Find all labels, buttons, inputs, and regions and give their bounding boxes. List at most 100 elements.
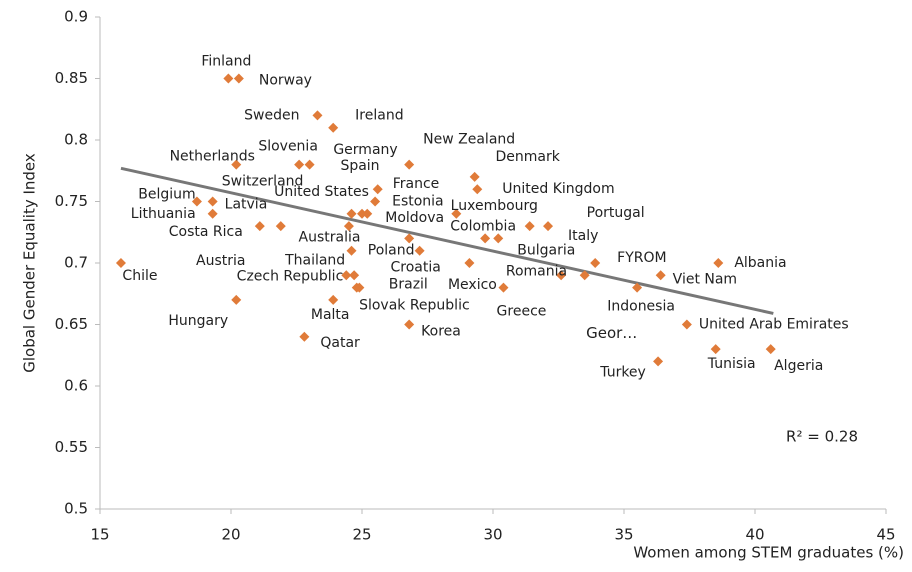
point-label: Spain [340,158,379,174]
point-label: United Kingdom [502,181,614,197]
point-label: Chile [122,268,157,284]
point [469,171,480,182]
point-label: United Arab Emirates [699,317,849,333]
point [543,221,554,232]
y-tick-label: 0.8 [64,131,88,149]
point [207,196,218,207]
point [451,208,462,219]
point [681,319,692,330]
point [414,245,425,256]
point-label: Greece [497,304,547,320]
point-label: Finland [201,54,251,70]
point-label: Algeria [774,358,823,374]
point [346,208,357,219]
point-label: Bulgaria [517,242,575,258]
x-tick-label: 40 [745,526,764,544]
point [710,344,721,355]
y-tick-label: 0.55 [55,438,88,456]
point [328,122,339,133]
x-axis-label: Women among STEM graduates (%) [633,544,904,562]
point-label: United States [274,184,369,200]
point-label: Croatia [390,260,440,276]
x-tick-label: 30 [483,526,502,544]
point-label: Czech Republic [237,268,344,284]
point [233,73,244,84]
point [275,221,286,232]
point-label: Indonesia [607,299,675,315]
point-label: Luxembourg [451,198,538,214]
point [328,294,339,305]
point [765,344,776,355]
point [480,233,491,244]
point-label: Albania [734,255,786,271]
point-label: France [393,176,440,192]
point-label: Malta [311,307,350,323]
point-label: Latvia [225,197,268,213]
point-label: Netherlands [170,149,255,165]
point-label: Australia [299,230,361,246]
point-label: Korea [421,324,461,340]
point-label: Sweden [244,107,299,123]
point [115,258,126,268]
point [404,319,415,330]
point-label: Austria [196,253,245,269]
point-label: Germany [333,142,397,158]
point [343,221,354,232]
point [713,258,724,268]
x-tick-label: 20 [221,526,240,544]
point [341,270,352,281]
point-label: FYROM [617,250,666,266]
point-label: Poland [368,242,415,258]
point-label: Slovenia [258,139,318,155]
point [498,282,509,293]
point [493,233,504,244]
point [349,270,360,281]
point [254,221,265,232]
point [312,110,323,121]
point-label: Norway [259,73,312,89]
point-label: Switzerland [222,174,304,190]
point [472,184,483,195]
point [294,159,305,170]
point-label: Slovak Republic [359,298,470,314]
point [404,233,415,244]
point-label: Romania [506,263,567,279]
point [191,196,202,207]
point [372,184,383,195]
point [653,356,664,367]
point [556,270,567,281]
point-label: Lithuania [131,206,196,222]
point [632,282,643,293]
point-label: Ireland [355,108,403,124]
point-label: Tunisia [707,356,756,372]
point-label: Geor… [586,324,637,342]
point [299,331,310,342]
point [223,73,234,84]
point [655,270,666,281]
y-tick-label: 0.5 [64,500,88,518]
point [207,208,218,219]
point-label: Turkey [599,364,646,380]
y-tick-label: 0.75 [55,192,88,210]
point [362,208,373,219]
annotation: R² = 0.28 [786,428,858,446]
y-tick-label: 0.7 [64,254,88,272]
y-axis-label: Global Gender Equality Index [21,153,39,373]
point [524,221,535,232]
point [231,294,242,305]
point-label: Belgium [138,187,195,203]
trend-line [120,166,774,315]
point [579,270,590,281]
x-tick-label: 25 [352,526,371,544]
x-tick-label: 35 [614,526,633,544]
x-tick-label: 45 [876,526,895,544]
point [231,159,242,170]
point-label: Thailand [284,252,345,268]
y-tick-label: 0.6 [64,377,88,395]
point-label: Hungary [168,313,228,329]
point-label: Mexico [448,277,497,293]
point [590,258,601,268]
y-tick-label: 0.9 [64,8,88,26]
point [404,159,415,170]
